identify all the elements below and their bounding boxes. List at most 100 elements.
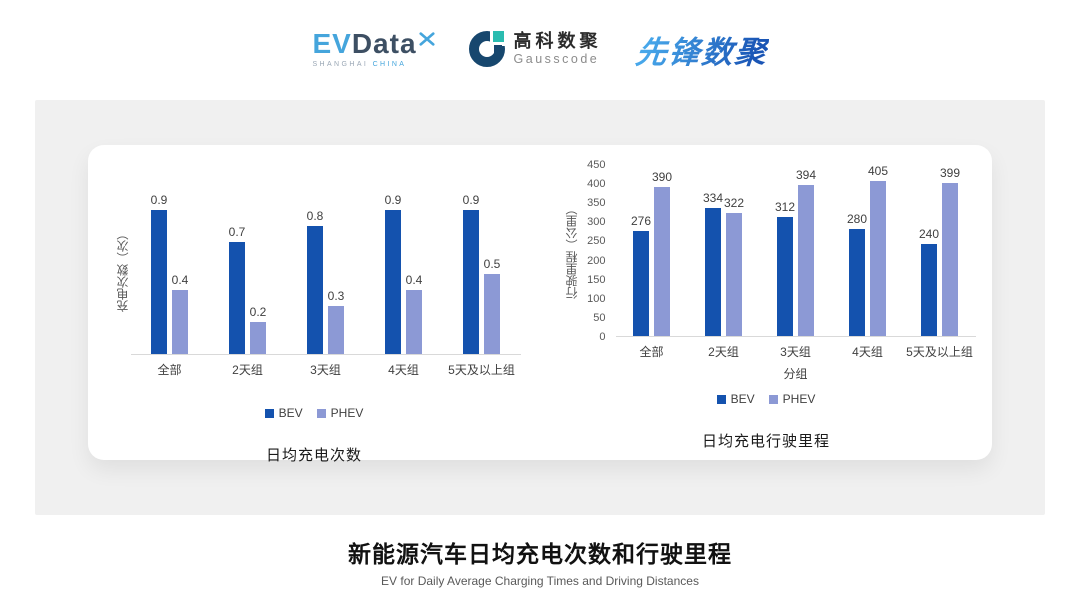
category-label: 2天组 <box>232 363 263 377</box>
bar-bev: 276 <box>631 214 651 336</box>
legend-item: BEV <box>716 392 755 406</box>
bar-bev: 0.9 <box>463 193 479 354</box>
legend-item: PHEV <box>316 406 363 420</box>
category-label: 4天组 <box>852 345 883 359</box>
plot-area: 0.9 0.4 0.7 0.2 0.8 0.3 0.9 0.4 0.9 0.5 <box>130 185 521 355</box>
bar-bev: 0.7 <box>229 225 245 354</box>
bar-value-label: 322 <box>723 196 745 210</box>
category-label: 5天及以上组 <box>906 345 973 359</box>
bar-value-label: 0.3 <box>327 289 345 303</box>
bar-phev: 399 <box>940 166 960 336</box>
evdata-china-text: CHINA <box>372 61 407 68</box>
subtitle: EV for Daily Average Charging Times and … <box>381 574 699 588</box>
chart-daily-charging-times: 充电次数（次） 0.9 0.4 0.7 0.2 0.8 0.3 0.9 0.4 … <box>88 145 540 464</box>
legend-item: PHEV <box>768 392 815 406</box>
bar-value-label: 399 <box>939 166 961 180</box>
bar-group: 240 399 <box>904 165 976 336</box>
bar-value-label: 405 <box>867 164 889 178</box>
xianfeng-logo: 先锋数聚 <box>633 27 770 72</box>
legend-swatch <box>264 408 274 418</box>
y-axis-title: 行驶里程（公里） <box>564 203 579 299</box>
content-panel: 充电次数（次） 0.9 0.4 0.7 0.2 0.8 0.3 0.9 0.4 … <box>35 100 1045 515</box>
bar-phev: 0.4 <box>172 273 188 354</box>
category-label: 3天组 <box>310 363 341 377</box>
evdata-wordmark: EV Data <box>312 28 435 59</box>
bar-bev: 0.9 <box>151 193 167 354</box>
category-axis: 全部 2天组 3天组 4天组 5天及以上组 <box>131 361 521 378</box>
legend-swatch <box>716 394 726 404</box>
bar-value-label: 390 <box>651 170 673 184</box>
bar-phev: 0.5 <box>484 257 500 354</box>
bar-group: 276 390 <box>616 165 688 336</box>
bar-phev: 0.4 <box>406 273 422 354</box>
y-tick-label: 0 <box>599 331 606 343</box>
bar-group: 280 405 <box>832 164 904 336</box>
gausscode-icon <box>468 31 505 67</box>
y-tick-label: 250 <box>587 235 606 248</box>
bar-value-label: 0.8 <box>306 209 324 223</box>
bar-phev: 322 <box>724 196 744 336</box>
charts-card: 充电次数（次） 0.9 0.4 0.7 0.2 0.8 0.3 0.9 0.4 … <box>88 145 992 464</box>
gausscode-logo: 高科数聚 Gausscode <box>468 31 602 67</box>
y-tick-label: 150 <box>587 273 606 286</box>
chart-title: 日均充电次数 <box>265 447 362 464</box>
bar-value-label: 334 <box>702 191 724 205</box>
evdata-star-icon <box>418 24 435 52</box>
bar-bev: 312 <box>775 200 795 336</box>
evdata-tagline: SHANGHAI CHINA <box>312 61 434 68</box>
bar-group: 312 394 <box>760 165 832 336</box>
bar-phev: 0.3 <box>328 289 344 354</box>
bar-group: 0.9 0.5 <box>443 185 521 354</box>
bar-bev: 280 <box>847 212 867 336</box>
bar-value-label: 0.9 <box>150 193 168 207</box>
bar-value-label: 394 <box>795 168 817 182</box>
evdata-logo: EV Data SHANGHAI CHINA <box>312 28 435 68</box>
bar-value-label: 0.9 <box>384 193 402 207</box>
bar-bev: 0.9 <box>385 193 401 354</box>
bar-phev: 0.2 <box>250 305 266 354</box>
category-label: 全部 <box>639 345 664 359</box>
bar-value-label: 280 <box>846 212 868 226</box>
bar-value-label: 0.2 <box>249 305 267 319</box>
bar-group: 0.8 0.3 <box>287 185 365 354</box>
y-tick-label: 400 <box>587 178 606 191</box>
bar-value-label: 0.5 <box>483 257 501 271</box>
category-label: 5天及以上组 <box>448 363 515 377</box>
chart-legend: BEV PHEV <box>716 392 815 406</box>
gausscode-en-name: Gausscode <box>513 51 600 66</box>
gausscode-cn-name: 高科数聚 <box>513 31 602 52</box>
bar-bev: 0.8 <box>307 209 323 354</box>
chart-daily-driving-distance: 行驶里程（公里） 450 400 350 300 250 200 150 100 50 0 276… <box>540 145 992 460</box>
y-tick-label: 200 <box>587 254 606 267</box>
y-tick-label: 450 <box>587 159 606 171</box>
caption: 新能源汽车日均充电次数和行驶里程 EV for Daily Average Ch… <box>0 535 1080 588</box>
category-label: 全部 <box>157 363 182 377</box>
bar-value-label: 240 <box>918 227 940 241</box>
bar-value-label: 0.7 <box>228 225 246 239</box>
y-tick-label: 350 <box>587 197 606 210</box>
bar-value-label: 0.4 <box>171 273 189 287</box>
evdata-data-text: Data <box>351 28 417 59</box>
plot-area: 276 390 334 322 312 394 280 405 240 399 <box>615 164 976 337</box>
bar-phev: 390 <box>652 170 672 336</box>
chart-title: 日均充电行驶里程 <box>701 433 830 450</box>
legend-swatch <box>768 394 778 404</box>
category-axis: 全部 2天组 3天组 4天组 5天及以上组 <box>616 343 976 360</box>
main-title: 新能源汽车日均充电次数和行驶里程 <box>348 541 732 567</box>
bar-value-label: 0.9 <box>462 193 480 207</box>
bar-bev: 334 <box>703 191 723 336</box>
bar-bev: 240 <box>919 227 939 336</box>
bar-value-label: 276 <box>630 214 652 228</box>
bar-value-label: 312 <box>774 200 796 214</box>
y-tick-label: 50 <box>593 311 606 324</box>
bar-value-label: 0.4 <box>405 273 423 287</box>
bar-group: 0.9 0.4 <box>365 185 443 354</box>
y-axis-title: 充电次数（次） <box>115 228 130 312</box>
x-axis-title: 分组 <box>783 367 808 381</box>
bar-group: 334 322 <box>688 165 760 336</box>
bar-phev: 394 <box>796 168 816 336</box>
evdata-shanghai-text: SHANGHAI <box>312 61 369 68</box>
legend-item: BEV <box>264 406 303 420</box>
category-label: 3天组 <box>780 345 811 359</box>
bar-group: 0.7 0.2 <box>209 185 287 354</box>
